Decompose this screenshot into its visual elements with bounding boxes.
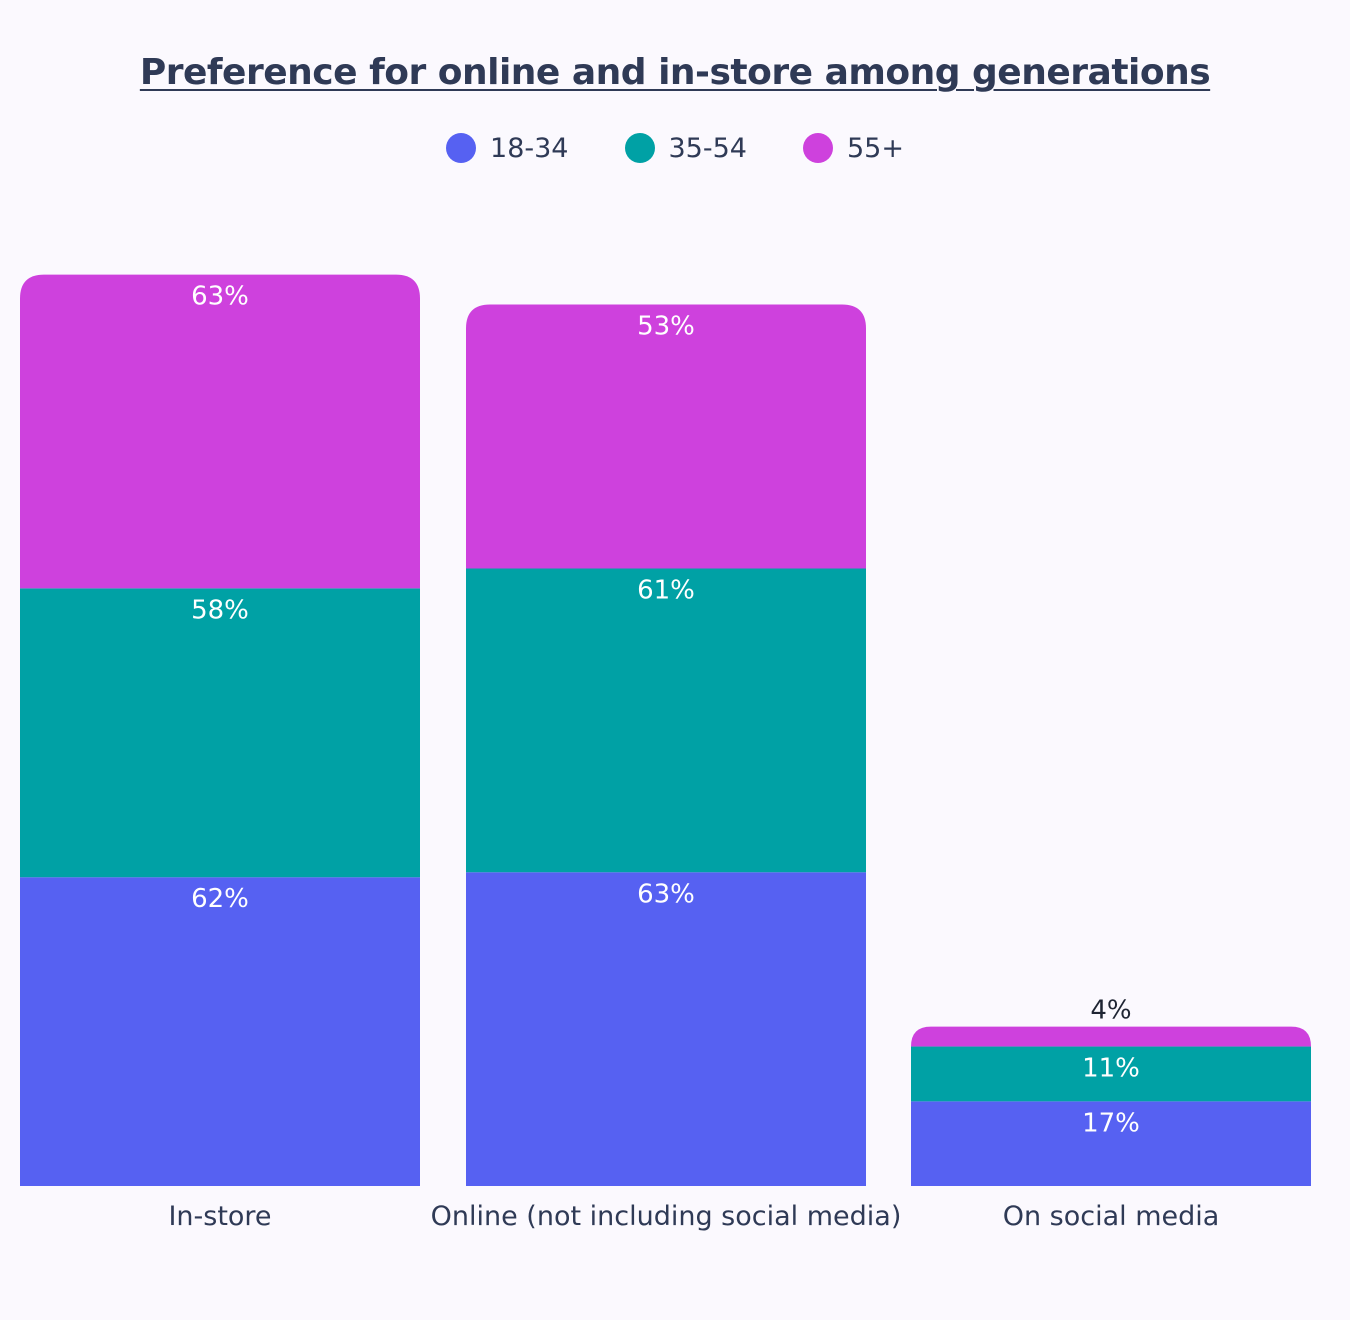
data-label: 17% <box>1082 1108 1140 1138</box>
chart-title: Preference for online and in-store among… <box>139 52 1211 93</box>
bar-segment <box>911 1046 1311 1102</box>
data-label: 58% <box>191 595 249 625</box>
bar-group: 62% 58% 63% In-store <box>20 274 420 1232</box>
bar-group: 17% 11% 4% On social media <box>911 996 1311 1232</box>
legend-item-18-34: 18-34 <box>446 132 569 164</box>
legend-item-55-: 55+ <box>802 132 904 164</box>
data-label: 11% <box>1082 1054 1140 1084</box>
legend-item-35-54: 35-54 <box>624 132 747 164</box>
data-label: 61% <box>637 575 695 605</box>
bar-segment <box>20 877 420 1186</box>
bar-segment <box>20 274 420 589</box>
bar-segment <box>911 1026 1311 1047</box>
legend-swatch <box>446 133 477 163</box>
bar-segment <box>911 1101 1311 1186</box>
bar-group: 63% 61% 53% Online (not including social me… <box>431 304 902 1232</box>
legend-label: 35-54 <box>668 132 747 164</box>
category-label: In-store <box>168 1201 271 1232</box>
data-label: 4% <box>1090 996 1131 1026</box>
data-label: 63% <box>191 282 249 312</box>
data-label: 63% <box>637 879 695 909</box>
bar-segment <box>20 588 420 878</box>
bar-segment <box>466 872 866 1186</box>
bar-segment <box>466 568 866 873</box>
bar-segment <box>466 304 866 569</box>
legend-label: 18-34 <box>490 132 569 164</box>
legend-swatch <box>624 133 655 163</box>
data-label: 62% <box>191 884 249 914</box>
category-label: Online (not including social media) <box>431 1201 902 1232</box>
legend: 18-34 35-54 55+ <box>0 128 1350 168</box>
legend-label: 55+ <box>846 132 904 164</box>
data-label: 53% <box>637 312 695 342</box>
category-label: On social media <box>1003 1201 1220 1232</box>
legend-swatch <box>802 133 833 163</box>
